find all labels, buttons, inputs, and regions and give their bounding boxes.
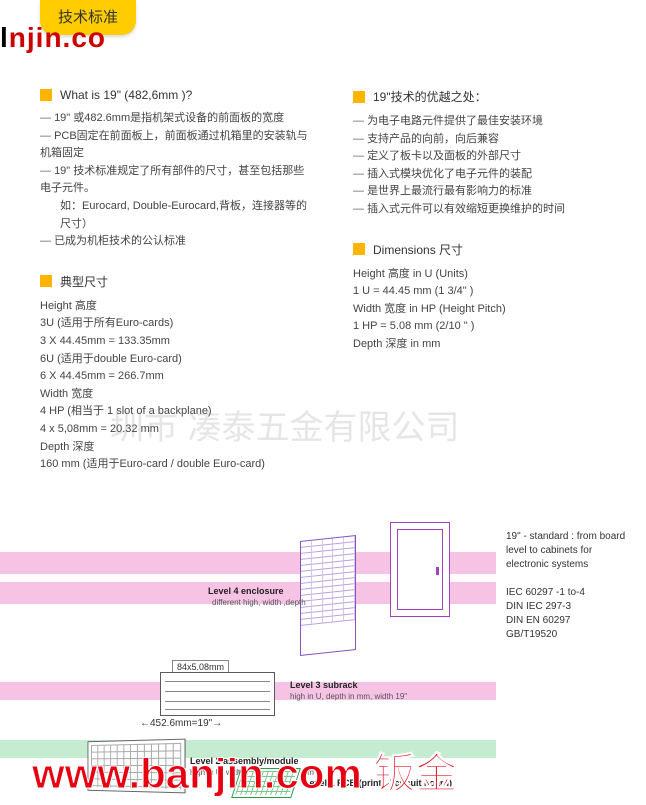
bullet-list: 19" 或482.6mm是指机架式设备的前面板的宽度 PCB固定在前面板上，前面… [40, 110, 313, 251]
list-item: 是世界上最流行最有影响力的标准 [353, 183, 626, 201]
content-columns: What is 19" (482,6mm )? 19" 或482.6mm是指机架… [40, 88, 626, 496]
standard-item: DIN IEC 297-3 [506, 600, 636, 614]
section-title: What is 19" (482,6mm )? [60, 88, 192, 102]
plain-list: Height 高度 in U (Units) 1 U = 44.45 mm (1… [353, 266, 626, 354]
list-item: 19" 技术标准规定了所有部件的尺寸，甚至包括那些电子元件。 [40, 163, 313, 198]
rack-icon [300, 535, 356, 656]
subrack-icon [160, 672, 275, 716]
section-title: 19"技术的优越之处： [373, 88, 487, 105]
level3-sub: high in U, depth in mm, width 19" [290, 692, 407, 701]
list-item: 插入式模块优化了电子元件的装配 [353, 166, 626, 184]
list-item: 6U (适用于double Euro-card) [40, 351, 313, 369]
list-item: 6 X 44.45mm = 266.7mm [40, 368, 313, 386]
list-item: 为电子电路元件提供了最佳安装环境 [353, 113, 626, 131]
level4-title: Level 4 enclosure [208, 586, 284, 596]
section-what-is-19: What is 19" (482,6mm )? 19" 或482.6mm是指机架… [40, 88, 313, 251]
list-item: 支持产品的向前，向后兼容 [353, 131, 626, 149]
top-watermark-url: lnjin.co [0, 22, 106, 54]
level4-sub: different high, width ,depth [212, 598, 306, 607]
list-item: Height 高度 [40, 298, 313, 316]
list-item: 1 HP = 5.08 mm (2/10 " ) [353, 318, 626, 336]
standard-item: GB/T19520 [506, 628, 636, 642]
plain-list: Height 高度 3U (适用于所有Euro-cards) 3 X 44.45… [40, 298, 313, 474]
bullet-square-icon [40, 89, 52, 101]
list-item: 3 X 44.45mm = 133.35mm [40, 333, 313, 351]
list-subitem: 如：Eurocard, Double-Eurocard,背板，连接器等的尺寸） [40, 198, 313, 233]
standard-item: IEC 60297 -1 to-4 [506, 586, 636, 600]
right-info-text: 19" - standard : from board level to cab… [506, 530, 636, 572]
section-dimensions: Dimensions 尺寸 Height 高度 in U (Units) 1 U… [353, 241, 626, 354]
section-advantages: 19"技术的优越之处： 为电子电路元件提供了最佳安装环境 支持产品的向前，向后兼… [353, 88, 626, 219]
left-column: What is 19" (482,6mm )? 19" 或482.6mm是指机架… [40, 88, 313, 496]
list-item: 1 U = 44.45 mm (1 3/4" ) [353, 283, 626, 301]
section-title: Dimensions 尺寸 [373, 241, 463, 258]
list-item: 插入式元件可以有效缩短更换维护的时间 [353, 201, 626, 219]
section-typical-dimensions: 典型尺寸 Height 高度 3U (适用于所有Euro-cards) 3 X … [40, 273, 313, 474]
list-item: 4 HP (相当于 1 slot of a backplane) [40, 403, 313, 421]
list-item: Width 宽度 in HP (Height Pitch) [353, 301, 626, 319]
list-item: 4 x 5,08mm = 20.32 mm [40, 421, 313, 439]
list-item: 3U (适用于所有Euro-cards) [40, 315, 313, 333]
cabinet-icon [390, 522, 450, 617]
list-item: Depth 深度 in mm [353, 336, 626, 354]
list-item: 已成为机柜技术的公认标准 [40, 233, 313, 251]
list-item: 160 mm (适用于Euro-card / double Euro-card) [40, 456, 313, 474]
standard-item: DIN EN 60297 [506, 614, 636, 628]
list-item: PCB固定在前面板上，前面板通过机箱里的安装轨与机箱固定 [40, 128, 313, 163]
footer-watermark-url: www.banjin.com 钣金 [32, 740, 457, 801]
bullet-square-icon [40, 275, 52, 287]
bullet-square-icon [353, 91, 365, 103]
list-item: 定义了板卡以及面板的外部尺寸 [353, 148, 626, 166]
bullet-square-icon [353, 243, 365, 255]
list-item: 19" 或482.6mm是指机架式设备的前面板的宽度 [40, 110, 313, 128]
dimension-arrow: ←452.6mm=19"→ [140, 718, 222, 729]
bullet-list: 为电子电路元件提供了最佳安装环境 支持产品的向前，向后兼容 定义了板卡以及面板的… [353, 113, 626, 219]
list-item: Depth 深度 [40, 439, 313, 457]
level3-title: Level 3 subrack [290, 680, 358, 690]
list-item: Width 宽度 [40, 386, 313, 404]
right-column: 19"技术的优越之处： 为电子电路元件提供了最佳安装环境 支持产品的向前，向后兼… [353, 88, 626, 496]
section-title: 典型尺寸 [60, 273, 108, 290]
diagram-right-info: 19" - standard : from board level to cab… [506, 530, 636, 642]
list-item: Height 高度 in U (Units) [353, 266, 626, 284]
